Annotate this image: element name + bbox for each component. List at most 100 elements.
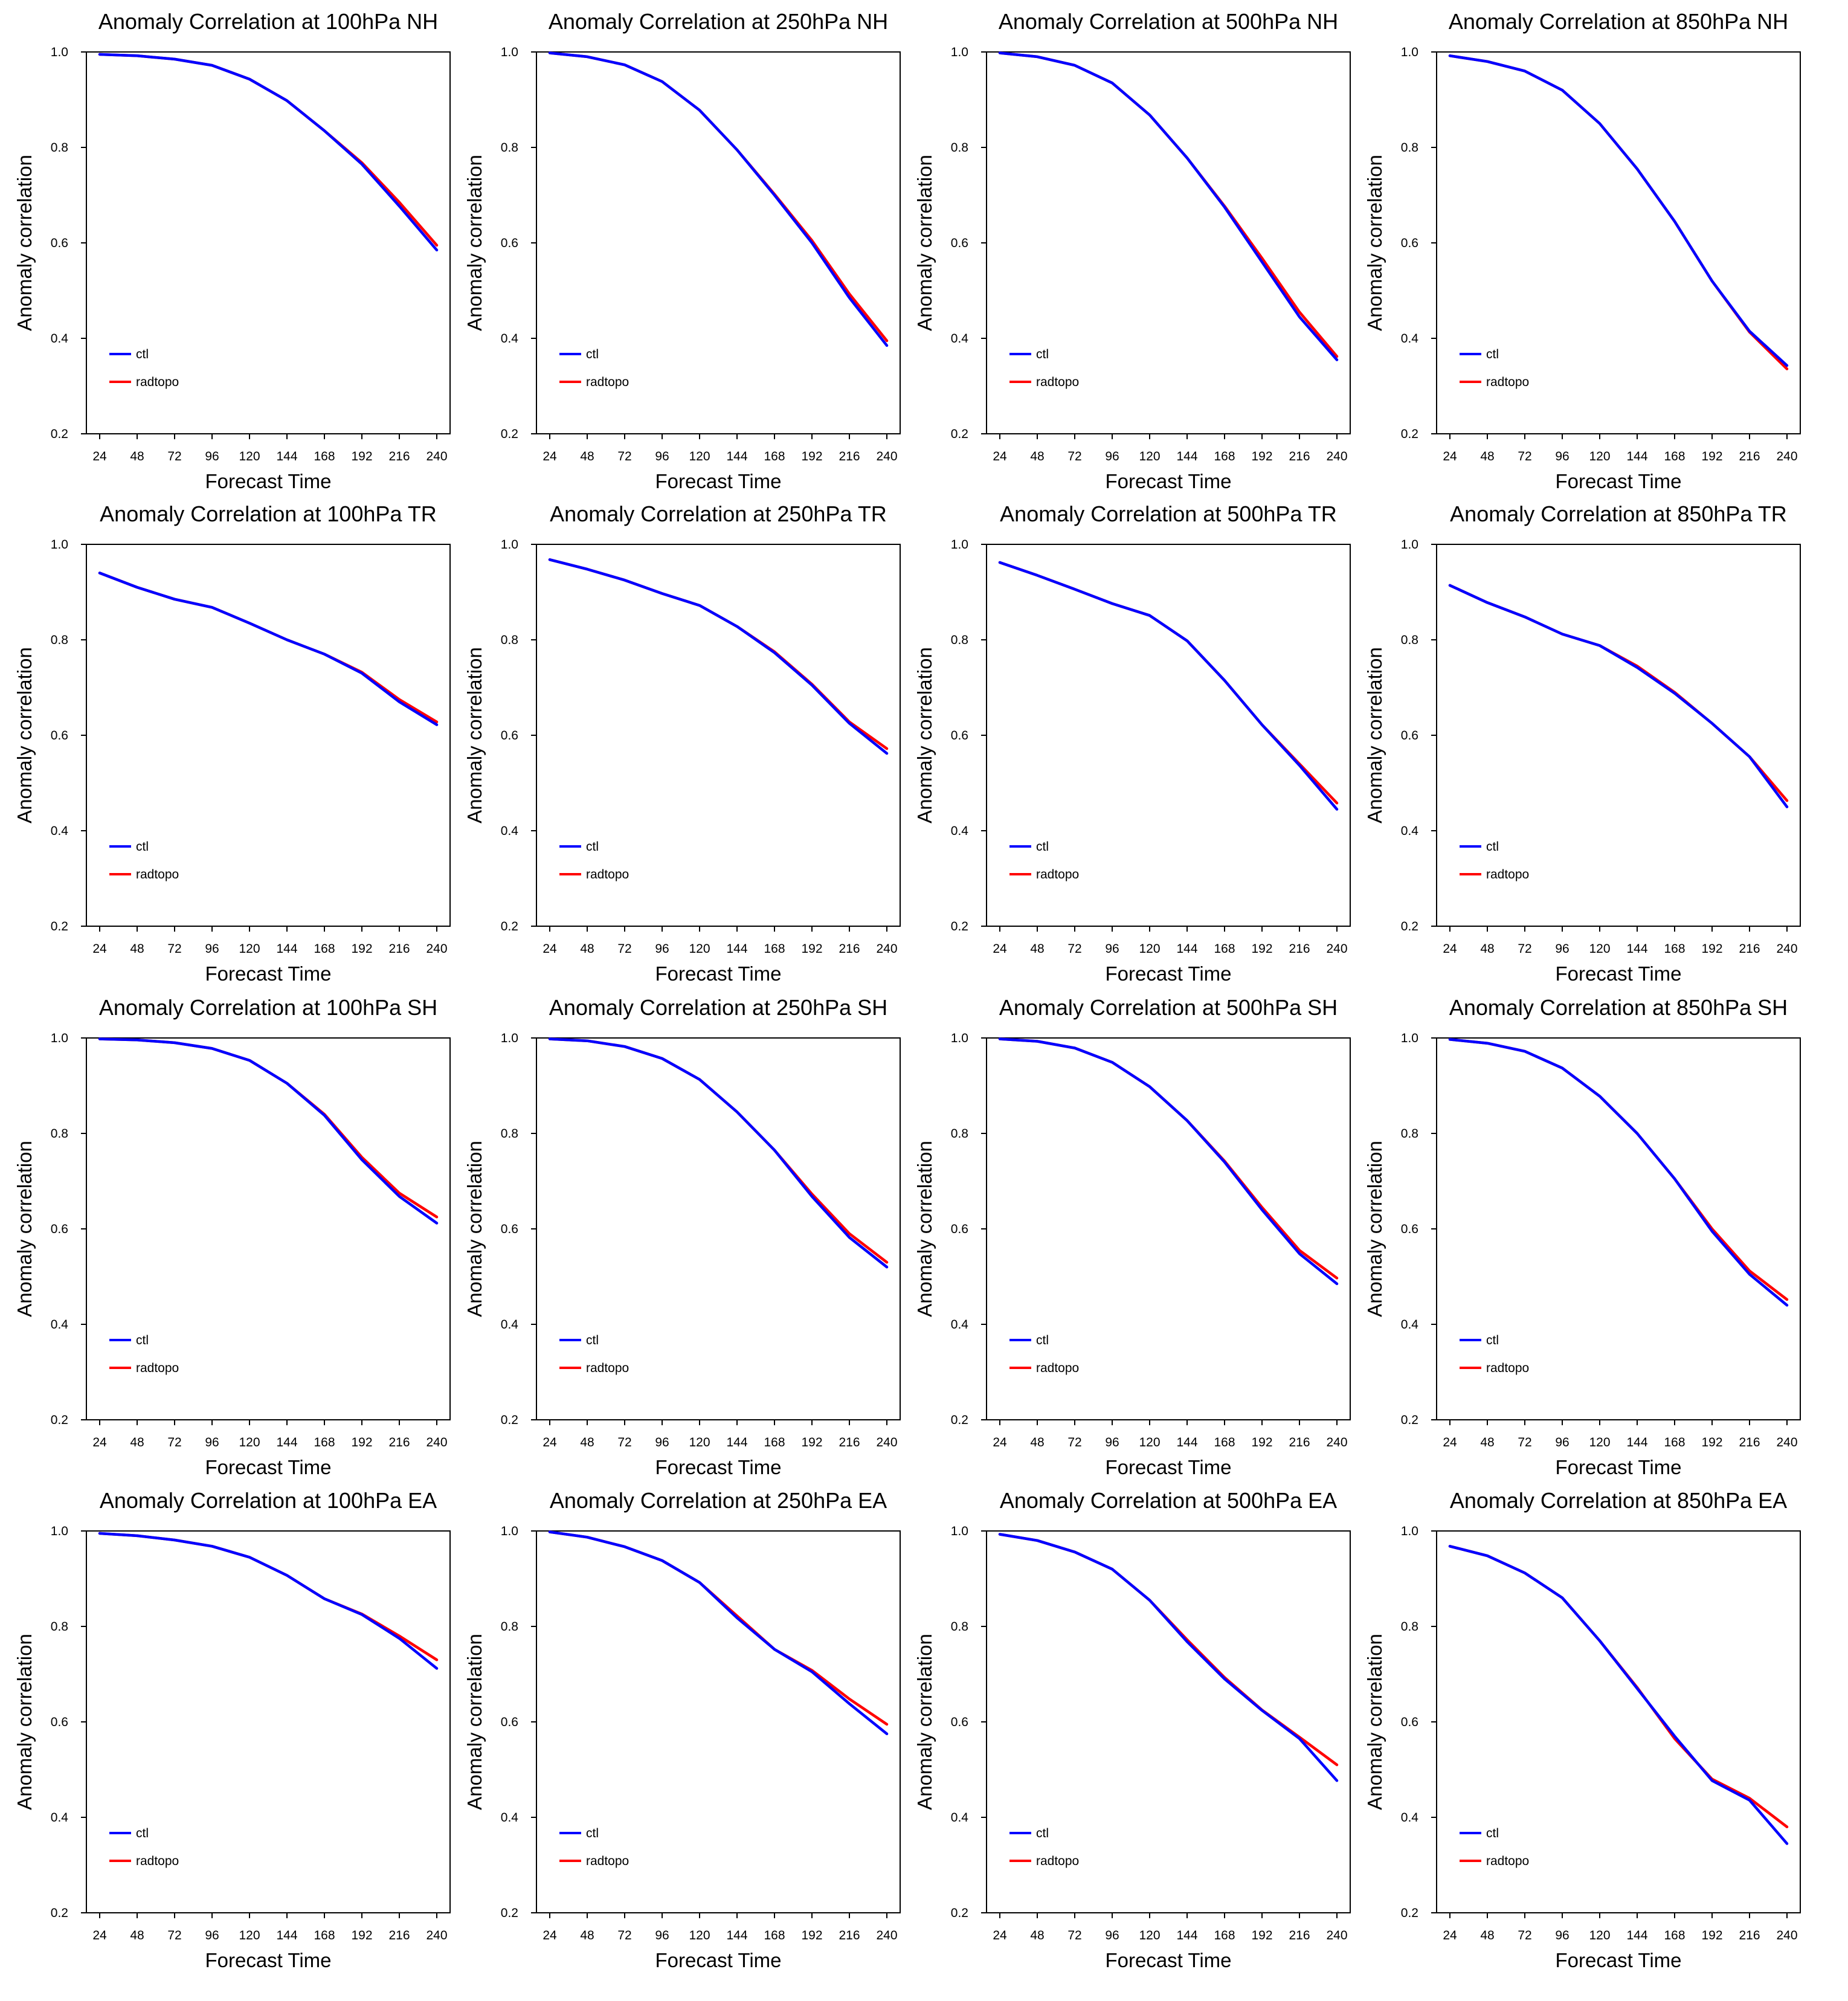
x-tick-label: 216: [1289, 1928, 1310, 1942]
series-line-ctl: [998, 51, 1339, 361]
y-tick-label: 0.8: [951, 141, 968, 155]
y-axis-label: Anomaly correlation: [1363, 647, 1386, 823]
x-tick-label: 144: [1176, 1436, 1197, 1449]
y-tick-label: 0.2: [501, 427, 518, 441]
legend-label-radtopo: radtopo: [136, 375, 179, 389]
chart-panel: Anomaly Correlation at 850hPa TR 0.2 0.4 0.…: [1350, 492, 1805, 990]
y-tick-label: 0.8: [51, 1620, 68, 1634]
chart-title: Anomaly Correlation at 500hPa TR: [1000, 501, 1337, 526]
y-tick-label: 0.8: [51, 141, 68, 155]
y-tick-label: 0.6: [501, 236, 518, 250]
x-tick-label: 24: [92, 942, 107, 956]
y-tick-label: 0.8: [951, 1620, 968, 1634]
x-tick-label: 240: [426, 450, 447, 463]
y-tick-label: 0.4: [951, 1811, 969, 1825]
y-axis-label: Anomaly correlation: [913, 647, 936, 823]
y-tick-label: 0.4: [1401, 1811, 1419, 1825]
y-tick-label: 0.4: [501, 1318, 519, 1332]
y-tick-label: 0.6: [1401, 1222, 1418, 1236]
x-tick-label: 24: [993, 1928, 1007, 1942]
x-tick-label: 24: [542, 942, 557, 956]
y-tick-label: 0.6: [51, 1222, 68, 1236]
y-tick-label: 0.6: [501, 729, 518, 743]
x-tick-label: 240: [876, 942, 897, 956]
y-tick-label: 0.4: [951, 824, 969, 838]
x-axis-label: Forecast Time: [655, 962, 781, 985]
chart-title: Anomaly Correlation at 100hPa NH: [98, 9, 438, 34]
x-axis-label: Forecast Time: [1105, 1456, 1231, 1478]
legend-label-radtopo: radtopo: [136, 1361, 179, 1375]
x-tick-label: 120: [1589, 450, 1610, 463]
x-tick-label: 48: [580, 1928, 594, 1942]
x-tick-label: 216: [388, 450, 410, 463]
chart-svg: Anomaly Correlation at 850hPa SH 0.2 0.4 0.…: [1363, 995, 1801, 1478]
legend-label-ctl: ctl: [1036, 1826, 1049, 1840]
x-tick-label: 48: [1030, 1928, 1044, 1942]
y-tick-label: 1.0: [1401, 1031, 1418, 1045]
y-tick-label: 0.2: [951, 920, 968, 933]
y-tick-label: 0.2: [51, 1413, 68, 1427]
legend-label-ctl: ctl: [136, 1826, 149, 1840]
chart-svg: Anomaly Correlation at 500hPa NH 0.2 0.4 0.…: [913, 9, 1351, 492]
x-tick-label: 96: [205, 942, 219, 956]
chart-svg: Anomaly Correlation at 500hPa TR 0.2 0.4 0.…: [913, 501, 1351, 985]
x-tick-label: 48: [130, 1436, 144, 1449]
chart-svg: Anomaly Correlation at 850hPa TR 0.2 0.4 0.…: [1363, 501, 1801, 985]
x-tick-label: 240: [426, 1436, 447, 1449]
x-tick-label: 144: [1626, 1436, 1647, 1449]
x-tick-label: 168: [764, 1436, 785, 1449]
chart-title: Anomaly Correlation at 850hPa NH: [1449, 9, 1788, 34]
chart-panel: Anomaly Correlation at 850hPa SH 0.2 0.4 0.…: [1350, 986, 1805, 1484]
chart-svg: Anomaly Correlation at 250hPa TR 0.2 0.4 0.…: [463, 501, 901, 985]
x-tick-label: 72: [617, 450, 631, 463]
legend-label-radtopo: radtopo: [136, 1854, 179, 1868]
x-tick-label: 24: [1443, 1436, 1457, 1449]
y-tick-label: 0.2: [501, 920, 518, 933]
chart-panel: Anomaly Correlation at 250hPa NH 0.2 0.4 0.…: [450, 0, 904, 498]
x-tick-label: 144: [276, 450, 297, 463]
y-tick-label: 0.6: [51, 236, 68, 250]
x-axis-label: Forecast Time: [655, 1949, 781, 1971]
x-tick-label: 24: [92, 450, 107, 463]
legend-label-radtopo: radtopo: [1036, 1854, 1079, 1868]
y-axis-label: Anomaly correlation: [463, 647, 486, 823]
y-tick-label: 0.8: [951, 1127, 968, 1141]
y-axis-label: Anomaly correlation: [13, 1141, 36, 1317]
series-line-ctl: [998, 1533, 1339, 1782]
x-tick-label: 48: [580, 450, 594, 463]
x-tick-label: 192: [351, 942, 372, 956]
series-line-ctl: [548, 1037, 889, 1269]
x-tick-label: 48: [1480, 942, 1494, 956]
x-tick-label: 96: [1555, 1928, 1569, 1942]
chart-title: Anomaly Correlation at 100hPa SH: [99, 995, 437, 1020]
x-tick-label: 72: [1067, 1436, 1081, 1449]
y-tick-label: 0.8: [51, 633, 68, 647]
y-tick-label: 0.2: [951, 427, 968, 441]
x-tick-label: 120: [1139, 450, 1160, 463]
x-tick-label: 48: [1480, 450, 1494, 463]
y-tick-label: 0.2: [951, 1906, 968, 1920]
y-tick-label: 1.0: [951, 45, 968, 59]
x-tick-label: 168: [314, 1928, 335, 1942]
x-tick-label: 24: [993, 450, 1007, 463]
chart-svg: Anomaly Correlation at 500hPa EA 0.2 0.4 0.…: [913, 1488, 1351, 1971]
series-line-ctl: [98, 572, 439, 726]
chart-svg: Anomaly Correlation at 250hPa EA 0.2 0.4 0.…: [463, 1488, 901, 1971]
x-tick-label: 96: [1555, 942, 1569, 956]
chart-svg: Anomaly Correlation at 100hPa EA 0.2 0.4 0.…: [13, 1488, 451, 1971]
x-tick-label: 24: [92, 1928, 107, 1942]
legend-label-ctl: ctl: [1486, 347, 1499, 361]
x-tick-label: 96: [1555, 450, 1569, 463]
x-tick-label: 48: [580, 1436, 594, 1449]
y-tick-label: 0.2: [1401, 1906, 1418, 1920]
series-line-radtopo: [1448, 584, 1789, 802]
x-tick-label: 144: [726, 1436, 747, 1449]
chart-title: Anomaly Correlation at 250hPa NH: [549, 9, 888, 34]
y-tick-label: 0.2: [951, 1413, 968, 1427]
y-tick-label: 0.2: [51, 920, 68, 933]
legend-label-ctl: ctl: [1036, 1333, 1049, 1347]
x-tick-label: 72: [1067, 1928, 1081, 1942]
series-line-ctl: [548, 1530, 889, 1736]
x-tick-label: 192: [801, 450, 822, 463]
y-tick-label: 0.6: [1401, 729, 1418, 743]
